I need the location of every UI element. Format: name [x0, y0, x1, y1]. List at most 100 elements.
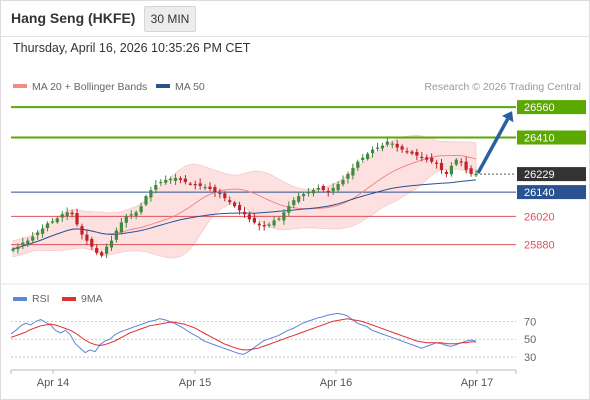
rsi-legend: RSI 9MA: [13, 293, 103, 305]
candlestick: [464, 156, 468, 174]
candlestick: [139, 202, 143, 215]
candlestick: [459, 158, 463, 167]
candle-body: [262, 225, 266, 227]
candlestick: [124, 213, 128, 228]
candle-body: [287, 206, 291, 213]
candlestick: [297, 191, 301, 204]
candle-body: [444, 171, 448, 174]
x-tick-label: Apr 16: [320, 377, 352, 389]
instrument-title: Hang Seng (HKFE): [11, 10, 136, 26]
candlestick: [474, 169, 478, 178]
candlestick: [400, 144, 404, 153]
candlestick: [361, 154, 365, 163]
timeframe-button[interactable]: 30 MIN: [144, 6, 196, 32]
copyright-credit: Research © 2026 Trading Central: [424, 81, 581, 93]
candlestick: [169, 176, 173, 184]
candlestick: [144, 194, 148, 207]
candlestick: [36, 230, 40, 240]
candlestick: [55, 216, 59, 224]
candle-body: [474, 174, 478, 176]
candlestick: [242, 207, 247, 218]
candle-body: [346, 173, 350, 179]
rsi-tick-label: 30: [524, 352, 536, 364]
candlestick: [173, 173, 178, 185]
candlestick: [70, 209, 74, 218]
candlestick: [238, 201, 242, 215]
candle-body: [464, 161, 468, 170]
candle-body: [331, 188, 335, 192]
legend-label-rsi: RSI: [32, 293, 50, 305]
candlestick: [228, 196, 232, 205]
legend-swatch-ma50: [156, 84, 170, 88]
pivot-label: 26140: [524, 187, 555, 199]
price-layer: 26560 26410 26229 26140 26020 25880: [11, 100, 586, 259]
candlestick: [321, 184, 325, 192]
candle-body: [321, 186, 325, 190]
candle-body: [356, 161, 360, 168]
candle-body: [228, 200, 232, 203]
candlestick: [149, 186, 153, 202]
candlestick: [371, 146, 375, 158]
candle-body: [380, 145, 384, 149]
candle-body: [326, 190, 330, 193]
candle-body: [351, 167, 355, 176]
candle-body: [55, 218, 59, 223]
legend-swatch-ma20: [13, 84, 27, 88]
candlestick: [31, 232, 35, 243]
candle-body: [405, 151, 409, 153]
candlestick: [193, 180, 197, 190]
candle-body: [173, 177, 178, 181]
candle-body: [198, 183, 202, 186]
candle-body: [415, 152, 419, 156]
candle-body: [11, 248, 15, 251]
candlestick: [415, 148, 419, 161]
candlestick: [366, 152, 370, 161]
candle-body: [341, 179, 345, 185]
candle-body: [50, 221, 54, 223]
candle-body: [203, 187, 207, 189]
candlestick: [356, 159, 360, 172]
support-label: 26020: [524, 211, 555, 223]
candlestick: [60, 211, 64, 223]
candlestick: [188, 181, 192, 186]
candlestick: [134, 210, 138, 220]
candlestick: [449, 162, 453, 177]
candlestick: [198, 178, 202, 190]
candle-body: [439, 163, 444, 170]
candlestick: [95, 244, 99, 256]
candle-body: [297, 196, 301, 202]
candle-body: [435, 162, 439, 164]
candlestick: [375, 142, 380, 152]
candle-body: [247, 214, 251, 220]
candlestick: [410, 150, 414, 156]
candlestick: [247, 211, 251, 223]
candlestick: [306, 188, 311, 197]
rsi-line: [10, 312, 477, 355]
candlestick: [183, 175, 187, 185]
candle-body: [223, 193, 227, 199]
candlestick: [114, 227, 118, 243]
x-tick-label: Apr 15: [179, 377, 211, 389]
legend-label-ma20: MA 20 + Bollinger Bands: [32, 81, 147, 93]
candlestick: [80, 223, 84, 240]
rsi-tick-label: 50: [524, 334, 536, 346]
candlestick: [65, 207, 69, 220]
candle-body: [80, 226, 84, 235]
x-axis: Apr 14 Apr 15 Apr 16 Apr 17: [10, 370, 517, 389]
candle-body: [410, 151, 414, 154]
candle-body: [193, 184, 197, 186]
candle-body: [385, 141, 389, 145]
candle-body: [154, 185, 158, 190]
candle-body: [26, 240, 30, 245]
candle-body: [164, 179, 168, 183]
candlestick: [390, 141, 394, 149]
candle-body: [469, 168, 473, 174]
candlestick: [11, 247, 15, 253]
candlestick: [45, 221, 50, 232]
resistance-label-box: [517, 130, 586, 145]
candle-body: [183, 178, 187, 182]
resistance-label-box: [517, 100, 586, 115]
candlestick: [109, 235, 114, 252]
candle-body: [36, 232, 40, 235]
